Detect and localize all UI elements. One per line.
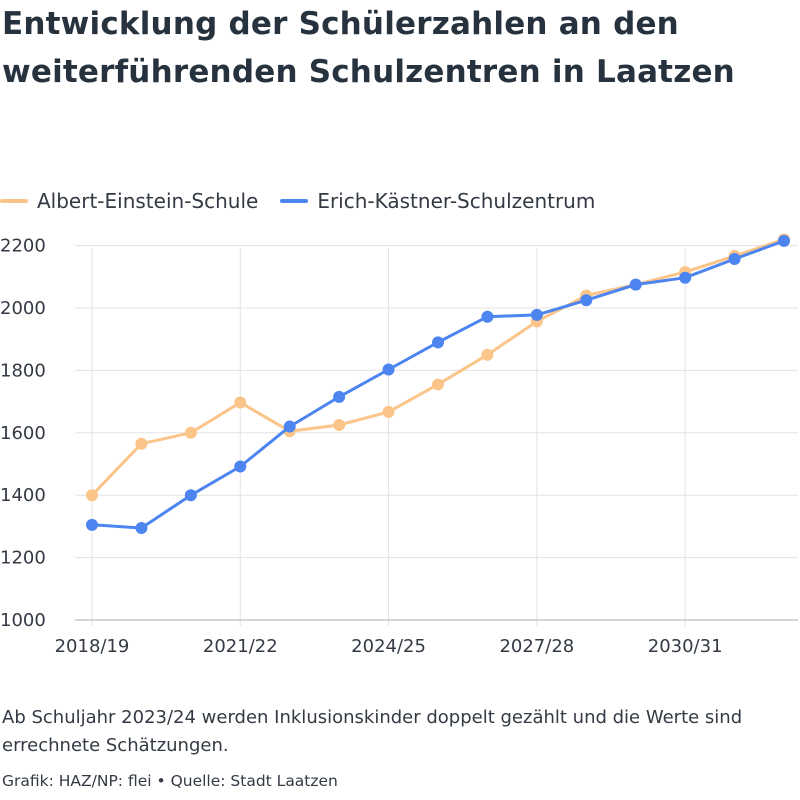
data-point-series-1 (629, 278, 642, 291)
data-point-series-1 (283, 420, 296, 433)
y-tick-label: 1800 (0, 360, 46, 381)
legend-swatch-albert-einstein (0, 199, 28, 203)
data-point-series-1 (580, 294, 593, 307)
data-point-series-0 (135, 437, 148, 450)
legend-item-erich-kaestner[interactable]: Erich-Kästner-Schulzentrum (280, 189, 595, 213)
data-point-series-0 (382, 405, 395, 418)
data-point-series-1 (184, 489, 197, 502)
data-point-series-0 (86, 489, 98, 502)
data-point-series-1 (86, 518, 98, 531)
y-tick-label: 1200 (0, 548, 46, 569)
data-point-series-0 (234, 396, 247, 409)
chart-title: Entwicklung der Schülerzahlen an den wei… (2, 6, 735, 90)
y-tick-label: 2000 (0, 298, 46, 319)
data-point-series-0 (333, 419, 346, 431)
legend-item-albert-einstein[interactable]: Albert-Einstein-Schule (0, 189, 258, 213)
footnote: Ab Schuljahr 2023/24 werden Inklusionski… (2, 707, 743, 756)
data-point-series-1 (530, 308, 543, 321)
x-tick-label: 2030/31 (648, 636, 723, 657)
y-tick-label: 2200 (0, 236, 46, 257)
data-point-series-1 (333, 390, 346, 403)
data-point-series-0 (481, 348, 494, 361)
data-point-series-1 (432, 336, 444, 349)
y-tick-label: 1000 (0, 610, 46, 631)
legend-label-erich-kaestner: Erich-Kästner-Schulzentrum (317, 189, 596, 213)
data-point-series-1 (728, 253, 741, 266)
data-point-series-1 (679, 271, 692, 284)
data-point-series-1 (135, 521, 148, 534)
y-tick-label: 1600 (0, 423, 46, 444)
data-point-series-1 (234, 460, 247, 473)
data-point-series-1 (481, 310, 494, 323)
chart-canvas: 1000 1200 1400 1600 1800 2000 2200 2018/19 2021/… (0, 233, 798, 657)
y-tick-label: 1400 (0, 485, 46, 506)
legend-label-albert-einstein: Albert-Einstein-Schule (37, 189, 259, 213)
data-point-series-0 (184, 426, 197, 439)
legend-swatch-erich-kaestner (280, 199, 309, 203)
data-point-series-0 (432, 378, 444, 391)
line-chart: 1000 1200 1400 1600 1800 2000 2200 2018/19 2021/… (0, 230, 800, 670)
x-tick-label: 2018/19 (55, 636, 130, 657)
x-tick-label: 2027/28 (499, 636, 574, 657)
x-tick-label: 2024/25 (351, 636, 426, 657)
data-point-series-1 (382, 363, 395, 376)
x-tick-label: 2021/22 (203, 636, 278, 657)
data-point-series-1 (778, 234, 790, 247)
legend: Albert-Einstein-Schule Erich-Kästner-Sch… (0, 186, 617, 216)
source-line: Grafik: HAZ/NP: flei • Quelle: Stadt Laa… (2, 772, 338, 790)
